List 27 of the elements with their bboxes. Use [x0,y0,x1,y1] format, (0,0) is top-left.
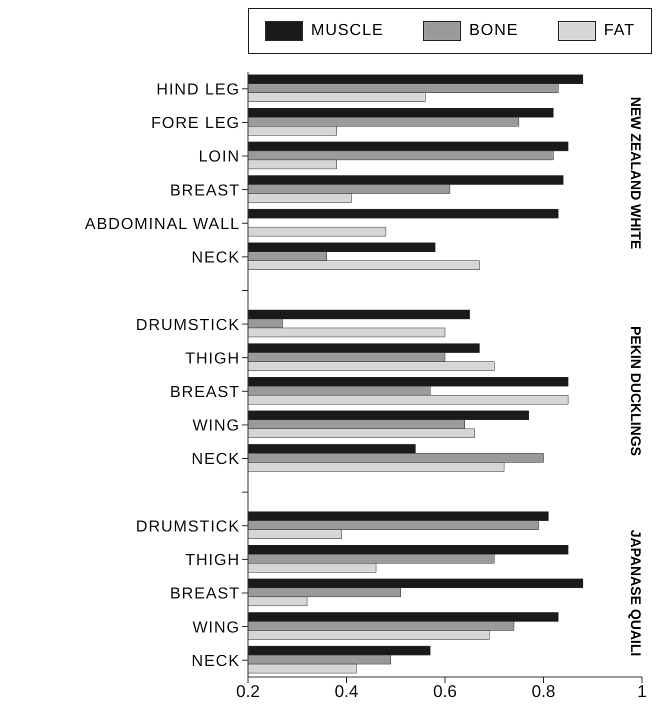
y-tick-label: NECK [192,250,240,267]
y-tick-label: THIGH [185,552,240,570]
x-tick-label: 0.2 [236,682,260,702]
annotation: PEKIN DUCKLINGS [628,326,644,456]
y-tick-label: BREAST [170,586,240,603]
legend-label: BONE [469,22,518,40]
y-tick-label: NECK [192,652,240,670]
y-tick-label: FORE LEG [151,115,240,132]
y-tick-label: WING [192,619,240,636]
x-tick-label: 0.6 [433,682,457,702]
legend-label: MUSCLE [311,22,384,40]
y-tick-label: NECK [192,451,240,468]
legend-label: FAT [604,22,635,40]
x-tick-label: 0.4 [334,682,358,702]
y-tick-label: ABDOMINAL WALL [84,216,240,233]
y-tick-label: BREAST [170,182,240,200]
y-tick-label: THIGH [185,350,240,368]
y-tick-label: DRUMSTICK [136,518,240,536]
y-tick-label: LOIN [198,148,240,166]
y-tick-label: BREAST [170,384,240,401]
y-tick-label: HIND LEG [156,81,240,98]
x-tick-label: 1 [637,682,647,702]
annotation: NEW ZEALAND WHITE [628,96,644,250]
y-tick-label: WING [192,418,240,435]
annotation: JAPANASE QUAILI [628,530,644,656]
x-tick-label: 0.8 [532,682,556,702]
y-tick-label: DRUMSTICK [136,316,240,334]
